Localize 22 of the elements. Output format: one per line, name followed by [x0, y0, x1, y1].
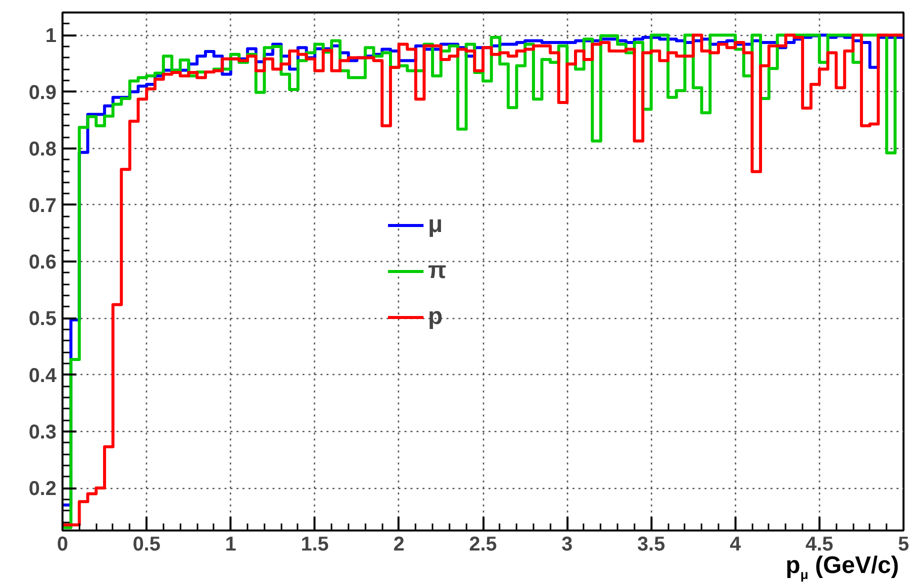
legend-label: π	[428, 257, 448, 285]
x-tick-label: 2.5	[469, 534, 497, 556]
y-tick-label: 0.2	[28, 478, 57, 500]
y-tick-label: 0.5	[28, 308, 57, 330]
x-tick-label: 2	[393, 534, 404, 556]
x-tick-label: 3.5	[637, 534, 666, 556]
x-tick-label: 1.5	[300, 534, 329, 556]
x-tick-label: 0	[56, 534, 68, 556]
y-tick-label: 1	[45, 25, 56, 48]
x-tick-label: 1	[225, 534, 236, 556]
y-tick-label: 0.4	[28, 364, 58, 387]
legend-label: p	[428, 303, 444, 331]
y-tick-label: 0.7	[28, 194, 57, 217]
y-tick-label: 0.6	[28, 252, 57, 274]
x-tick-label: 0.5	[132, 534, 161, 556]
x-tick-label: 4	[730, 534, 742, 556]
legend-label: μ	[428, 211, 444, 239]
y-tick-label: 0.8	[28, 138, 57, 160]
y-tick-label: 0.9	[28, 82, 57, 104]
x-tick-label: 3	[562, 534, 573, 556]
y-tick-label: 0.3	[28, 421, 57, 444]
x-tick-label: 5	[898, 534, 910, 556]
